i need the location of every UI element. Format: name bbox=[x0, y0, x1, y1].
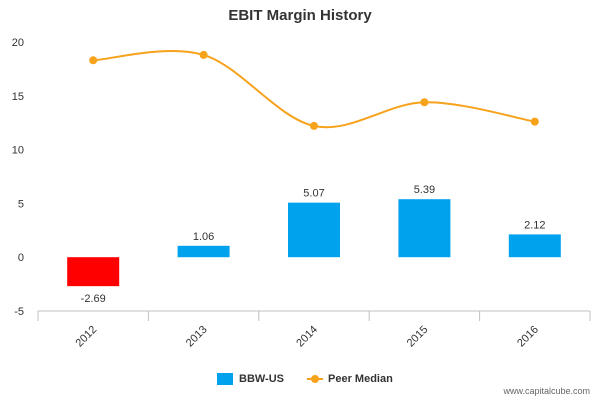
x-tick-label: 2015 bbox=[405, 324, 431, 350]
legend-label-peer-median: Peer Median bbox=[328, 373, 393, 385]
watermark: www.capitalcube.com bbox=[503, 386, 590, 396]
x-tick-label: 2013 bbox=[184, 324, 210, 350]
legend: BBW-US Peer Median bbox=[217, 373, 416, 385]
y-tick-label: 0 bbox=[18, 252, 24, 264]
legend-item-bbw[interactable]: BBW-US bbox=[217, 373, 284, 385]
bar bbox=[67, 257, 120, 287]
bar bbox=[288, 202, 340, 258]
bar bbox=[508, 234, 561, 258]
legend-swatch-bar bbox=[217, 373, 233, 385]
legend-item-peer-median[interactable]: Peer Median bbox=[307, 373, 393, 385]
legend-swatch-line bbox=[307, 374, 323, 384]
peer-median-point bbox=[310, 121, 318, 130]
y-tick-label: 20 bbox=[12, 37, 24, 49]
y-tick-label: 5 bbox=[18, 198, 24, 210]
bar bbox=[398, 199, 451, 258]
x-tick-label: 2014 bbox=[294, 324, 320, 350]
bar-value-label: 2.12 bbox=[524, 219, 545, 231]
bar-value-label: 5.39 bbox=[414, 184, 435, 196]
bar-value-label: 1.06 bbox=[193, 231, 214, 243]
y-tick-label: 15 bbox=[12, 91, 24, 103]
legend-label-bbw: BBW-US bbox=[239, 373, 284, 385]
x-tick-label: 2016 bbox=[515, 324, 541, 350]
y-tick-label: -5 bbox=[14, 306, 24, 318]
bar bbox=[177, 245, 230, 258]
peer-median-point bbox=[530, 117, 539, 126]
peer-median-point bbox=[89, 56, 98, 65]
chart-title: EBIT Margin History bbox=[228, 7, 372, 24]
bar-value-label: 5.07 bbox=[303, 188, 324, 200]
peer-median-line bbox=[93, 50, 535, 129]
peer-median-point bbox=[420, 98, 429, 107]
peer-median-point bbox=[199, 50, 208, 59]
bar-value-label: -2.69 bbox=[81, 293, 106, 305]
y-tick-label: 10 bbox=[12, 145, 24, 157]
x-tick-label: 2012 bbox=[74, 324, 100, 350]
